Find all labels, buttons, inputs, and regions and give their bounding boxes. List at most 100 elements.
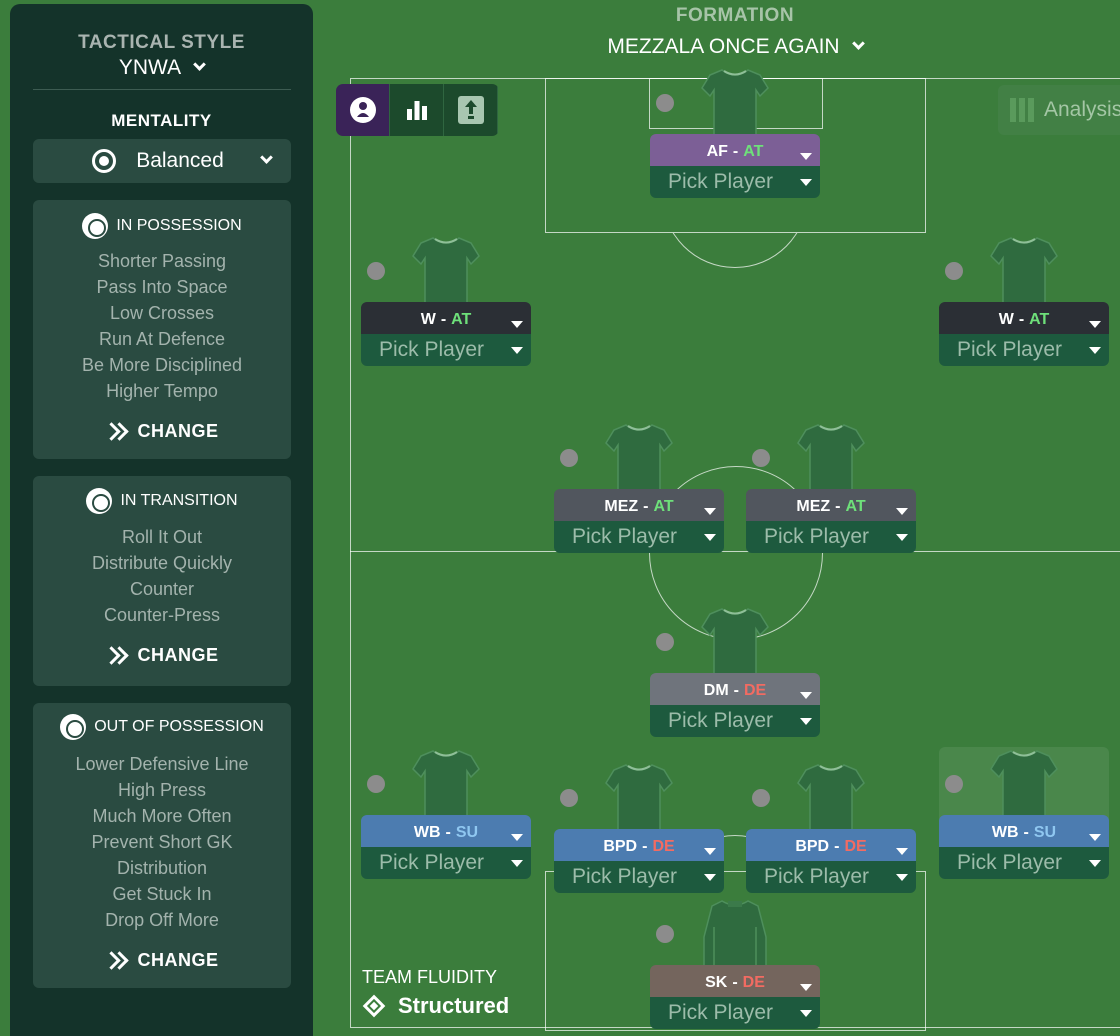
role-dropdown[interactable]: W - AT <box>361 302 531 334</box>
export-button[interactable] <box>444 84 498 136</box>
instruction-item: Much More Often <box>92 806 232 826</box>
pick-player-dropdown[interactable]: Pick Player <box>650 705 820 737</box>
duty-name: AT <box>1029 311 1050 328</box>
duty-name: DE <box>743 682 767 699</box>
player-profile-button[interactable] <box>336 84 390 136</box>
tactical-style-label: TACTICAL STYLE <box>78 32 245 53</box>
role-dropdown[interactable]: BPD - DE <box>554 829 724 861</box>
role-name: AF <box>706 143 728 160</box>
player-slot-dot[interactable] <box>945 775 963 793</box>
shirt-icon <box>797 424 865 492</box>
shirt-icon <box>990 750 1058 818</box>
formation-dropdown[interactable]: MEZZALA ONCE AGAIN <box>520 35 950 59</box>
chevron-down-icon <box>193 58 206 71</box>
grid-icon <box>1010 98 1034 122</box>
role-dropdown[interactable]: SK - DE <box>650 965 820 997</box>
diamond-icon <box>362 994 386 1018</box>
pick-player-dropdown[interactable]: Pick Player <box>554 861 724 893</box>
player-profile-icon <box>349 97 376 123</box>
player-slot-dot[interactable] <box>656 925 674 943</box>
chevron-down-icon <box>260 151 273 164</box>
role-dropdown[interactable]: DM - DE <box>650 673 820 705</box>
mentality-label: MENTALITY <box>111 111 212 130</box>
role-dropdown[interactable]: W - AT <box>939 302 1109 334</box>
pick-player-label: Pick Player <box>379 338 485 361</box>
pick-player-dropdown[interactable]: Pick Player <box>746 521 916 553</box>
dropdown-arrow-icon <box>704 534 716 541</box>
bottom-penalty-box <box>545 871 926 1031</box>
in-possession-change-button[interactable]: CHANGE <box>33 416 291 446</box>
player-slot-dot[interactable] <box>945 262 963 280</box>
instruction-item: Pass Into Space <box>96 277 228 297</box>
player-slot-mez[interactable]: MEZ - AT Pick Player <box>554 421 724 553</box>
player-slot-dot[interactable] <box>656 633 674 651</box>
pick-player-dropdown[interactable]: Pick Player <box>361 334 531 366</box>
role-name: WB <box>991 824 1019 841</box>
pick-player-dropdown[interactable]: Pick Player <box>746 861 916 893</box>
dropdown-arrow-icon <box>800 984 812 991</box>
role-name: W <box>420 311 436 328</box>
player-slot-dot[interactable] <box>367 262 385 280</box>
player-slot-w[interactable]: W - AT Pick Player <box>361 234 531 366</box>
dropdown-arrow-icon <box>800 692 812 699</box>
pick-player-dropdown[interactable]: Pick Player <box>554 521 724 553</box>
pick-player-dropdown[interactable]: Pick Player <box>650 997 820 1029</box>
pick-player-label: Pick Player <box>379 851 485 874</box>
dropdown-arrow-icon <box>704 508 716 515</box>
instruction-item: Counter <box>129 579 195 599</box>
shirt-icon <box>412 750 480 818</box>
player-slot-wb[interactable]: WB - SU Pick Player <box>939 747 1109 879</box>
player-slot-dot[interactable] <box>560 789 578 807</box>
formation-label: FORMATION <box>675 5 795 26</box>
instruction-item: Be More Disciplined <box>81 355 243 375</box>
shirt-icon <box>412 237 480 305</box>
duty-name: SU <box>455 824 479 841</box>
dropdown-arrow-icon <box>800 718 812 725</box>
role-name: BPD <box>603 838 638 855</box>
player-slot-mez[interactable]: MEZ - AT Pick Player <box>746 421 916 553</box>
pick-player-label: Pick Player <box>957 338 1063 361</box>
dropdown-arrow-icon <box>511 347 523 354</box>
player-slot-dot[interactable] <box>656 94 674 112</box>
role-dropdown[interactable]: WB - SU <box>939 815 1109 847</box>
player-slot-dot[interactable] <box>560 449 578 467</box>
in-transition-change-button[interactable]: CHANGE <box>33 640 291 670</box>
player-slot-dot[interactable] <box>752 789 770 807</box>
player-slot-bpd[interactable]: BPD - DE Pick Player <box>746 761 916 893</box>
player-slot-dot[interactable] <box>752 449 770 467</box>
player-slot-sk[interactable]: SK - DE Pick Player <box>650 897 820 1029</box>
player-slot-bpd[interactable]: BPD - DE Pick Player <box>554 761 724 893</box>
role-dropdown[interactable]: MEZ - AT <box>746 489 916 521</box>
player-slot-wb[interactable]: WB - SU Pick Player <box>361 747 531 879</box>
instruction-item: Higher Tempo <box>106 381 218 401</box>
duty-name: AT <box>653 498 674 515</box>
team-fluidity-label: TEAM FLUIDITY <box>362 967 498 987</box>
analysis-button[interactable]: Analysis <box>998 85 1120 135</box>
shirt-icon <box>701 69 769 137</box>
instruction-item: Distribute Quickly <box>91 553 233 573</box>
team-fluidity-value[interactable]: Structured <box>362 993 509 1019</box>
pick-player-dropdown[interactable]: Pick Player <box>939 847 1109 879</box>
player-slot-af[interactable]: AF - AT Pick Player <box>650 66 820 198</box>
pick-player-dropdown[interactable]: Pick Player <box>939 334 1109 366</box>
in-possession-panel: IN POSSESSION Shorter Passing Pass Into … <box>33 200 291 459</box>
pick-player-dropdown[interactable]: Pick Player <box>650 166 820 198</box>
tactical-style-dropdown[interactable]: YNWA <box>10 56 313 80</box>
role-name: BPD <box>795 838 830 855</box>
role-dropdown[interactable]: BPD - DE <box>746 829 916 861</box>
role-dropdown[interactable]: AF - AT <box>650 134 820 166</box>
stats-button[interactable] <box>390 84 444 136</box>
role-dropdown[interactable]: MEZ - AT <box>554 489 724 521</box>
out-of-possession-change-button[interactable]: CHANGE <box>33 945 291 975</box>
player-slot-dm[interactable]: DM - DE Pick Player <box>650 605 820 737</box>
role-dropdown[interactable]: WB - SU <box>361 815 531 847</box>
player-slot-w[interactable]: W - AT Pick Player <box>939 234 1109 366</box>
mentality-dropdown[interactable]: Balanced <box>33 139 291 183</box>
pick-player-label: Pick Player <box>572 865 678 888</box>
player-slot-dot[interactable] <box>367 775 385 793</box>
pick-player-label: Pick Player <box>572 525 678 548</box>
dropdown-arrow-icon <box>511 834 523 841</box>
pick-player-dropdown[interactable]: Pick Player <box>361 847 531 879</box>
tactics-sidebar: TACTICAL STYLE YNWA MENTALITY Balanced I… <box>10 4 313 1036</box>
dropdown-arrow-icon <box>896 848 908 855</box>
